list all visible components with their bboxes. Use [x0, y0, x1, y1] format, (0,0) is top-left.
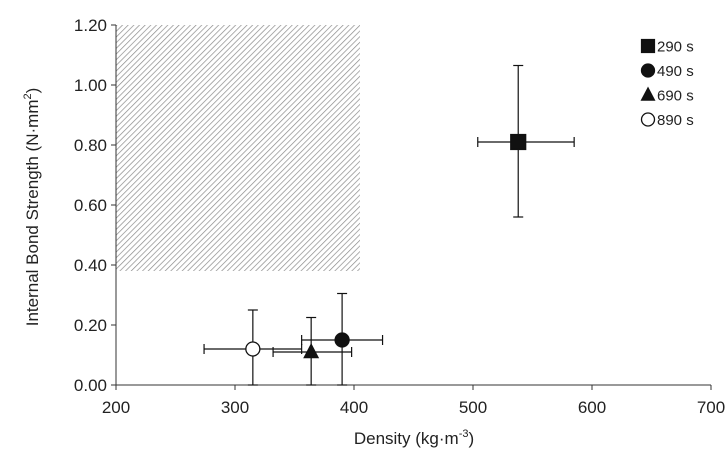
data-point-marker [303, 343, 320, 359]
x-tick-label: 500 [459, 398, 487, 417]
legend-marker [640, 63, 656, 78]
y-axis-ticks: 0.00 0.20 0.40 0.60 0.80 1.00 1.20 [74, 16, 116, 395]
target-region [116, 25, 360, 271]
x-axis-title: Density (kg·m-3) [354, 428, 474, 448]
data-point-group [301, 292, 384, 386]
x-axis-ticks: 200 300 400 500 600 700 [102, 385, 725, 417]
legend-label: 890 s [657, 112, 694, 129]
data-point-group [477, 64, 575, 218]
y-tick-label: 1.20 [74, 16, 107, 35]
y-axis-title: Internal Bond Strength (N·mm2) [22, 88, 42, 327]
y-tick-label: 0.80 [74, 136, 107, 155]
legend-label: 290 s [657, 39, 694, 56]
legend-label: 490 s [657, 63, 694, 80]
data-point-marker [510, 133, 527, 151]
legend-marker [640, 86, 656, 101]
y-tick-label: 0.40 [74, 256, 107, 275]
x-tick-label: 200 [102, 398, 130, 417]
series-layer [203, 64, 575, 386]
data-point-group [203, 309, 303, 386]
legend-label: 690 s [657, 88, 694, 105]
y-tick-label: 0.60 [74, 196, 107, 215]
legend: 290 s 490 s 690 s 890 s [640, 38, 694, 129]
x-tick-label: 700 [697, 398, 725, 417]
y-tick-label: 0.00 [74, 376, 107, 395]
y-tick-label: 1.00 [74, 76, 107, 95]
x-tick-label: 300 [221, 398, 249, 417]
data-point-marker [334, 332, 350, 348]
x-tick-label: 600 [578, 398, 606, 417]
legend-marker [640, 112, 656, 127]
legend-marker [640, 38, 656, 54]
data-point-group [272, 316, 353, 386]
y-tick-label: 0.20 [74, 316, 107, 335]
x-tick-label: 400 [340, 398, 368, 417]
data-point-marker [245, 341, 261, 357]
